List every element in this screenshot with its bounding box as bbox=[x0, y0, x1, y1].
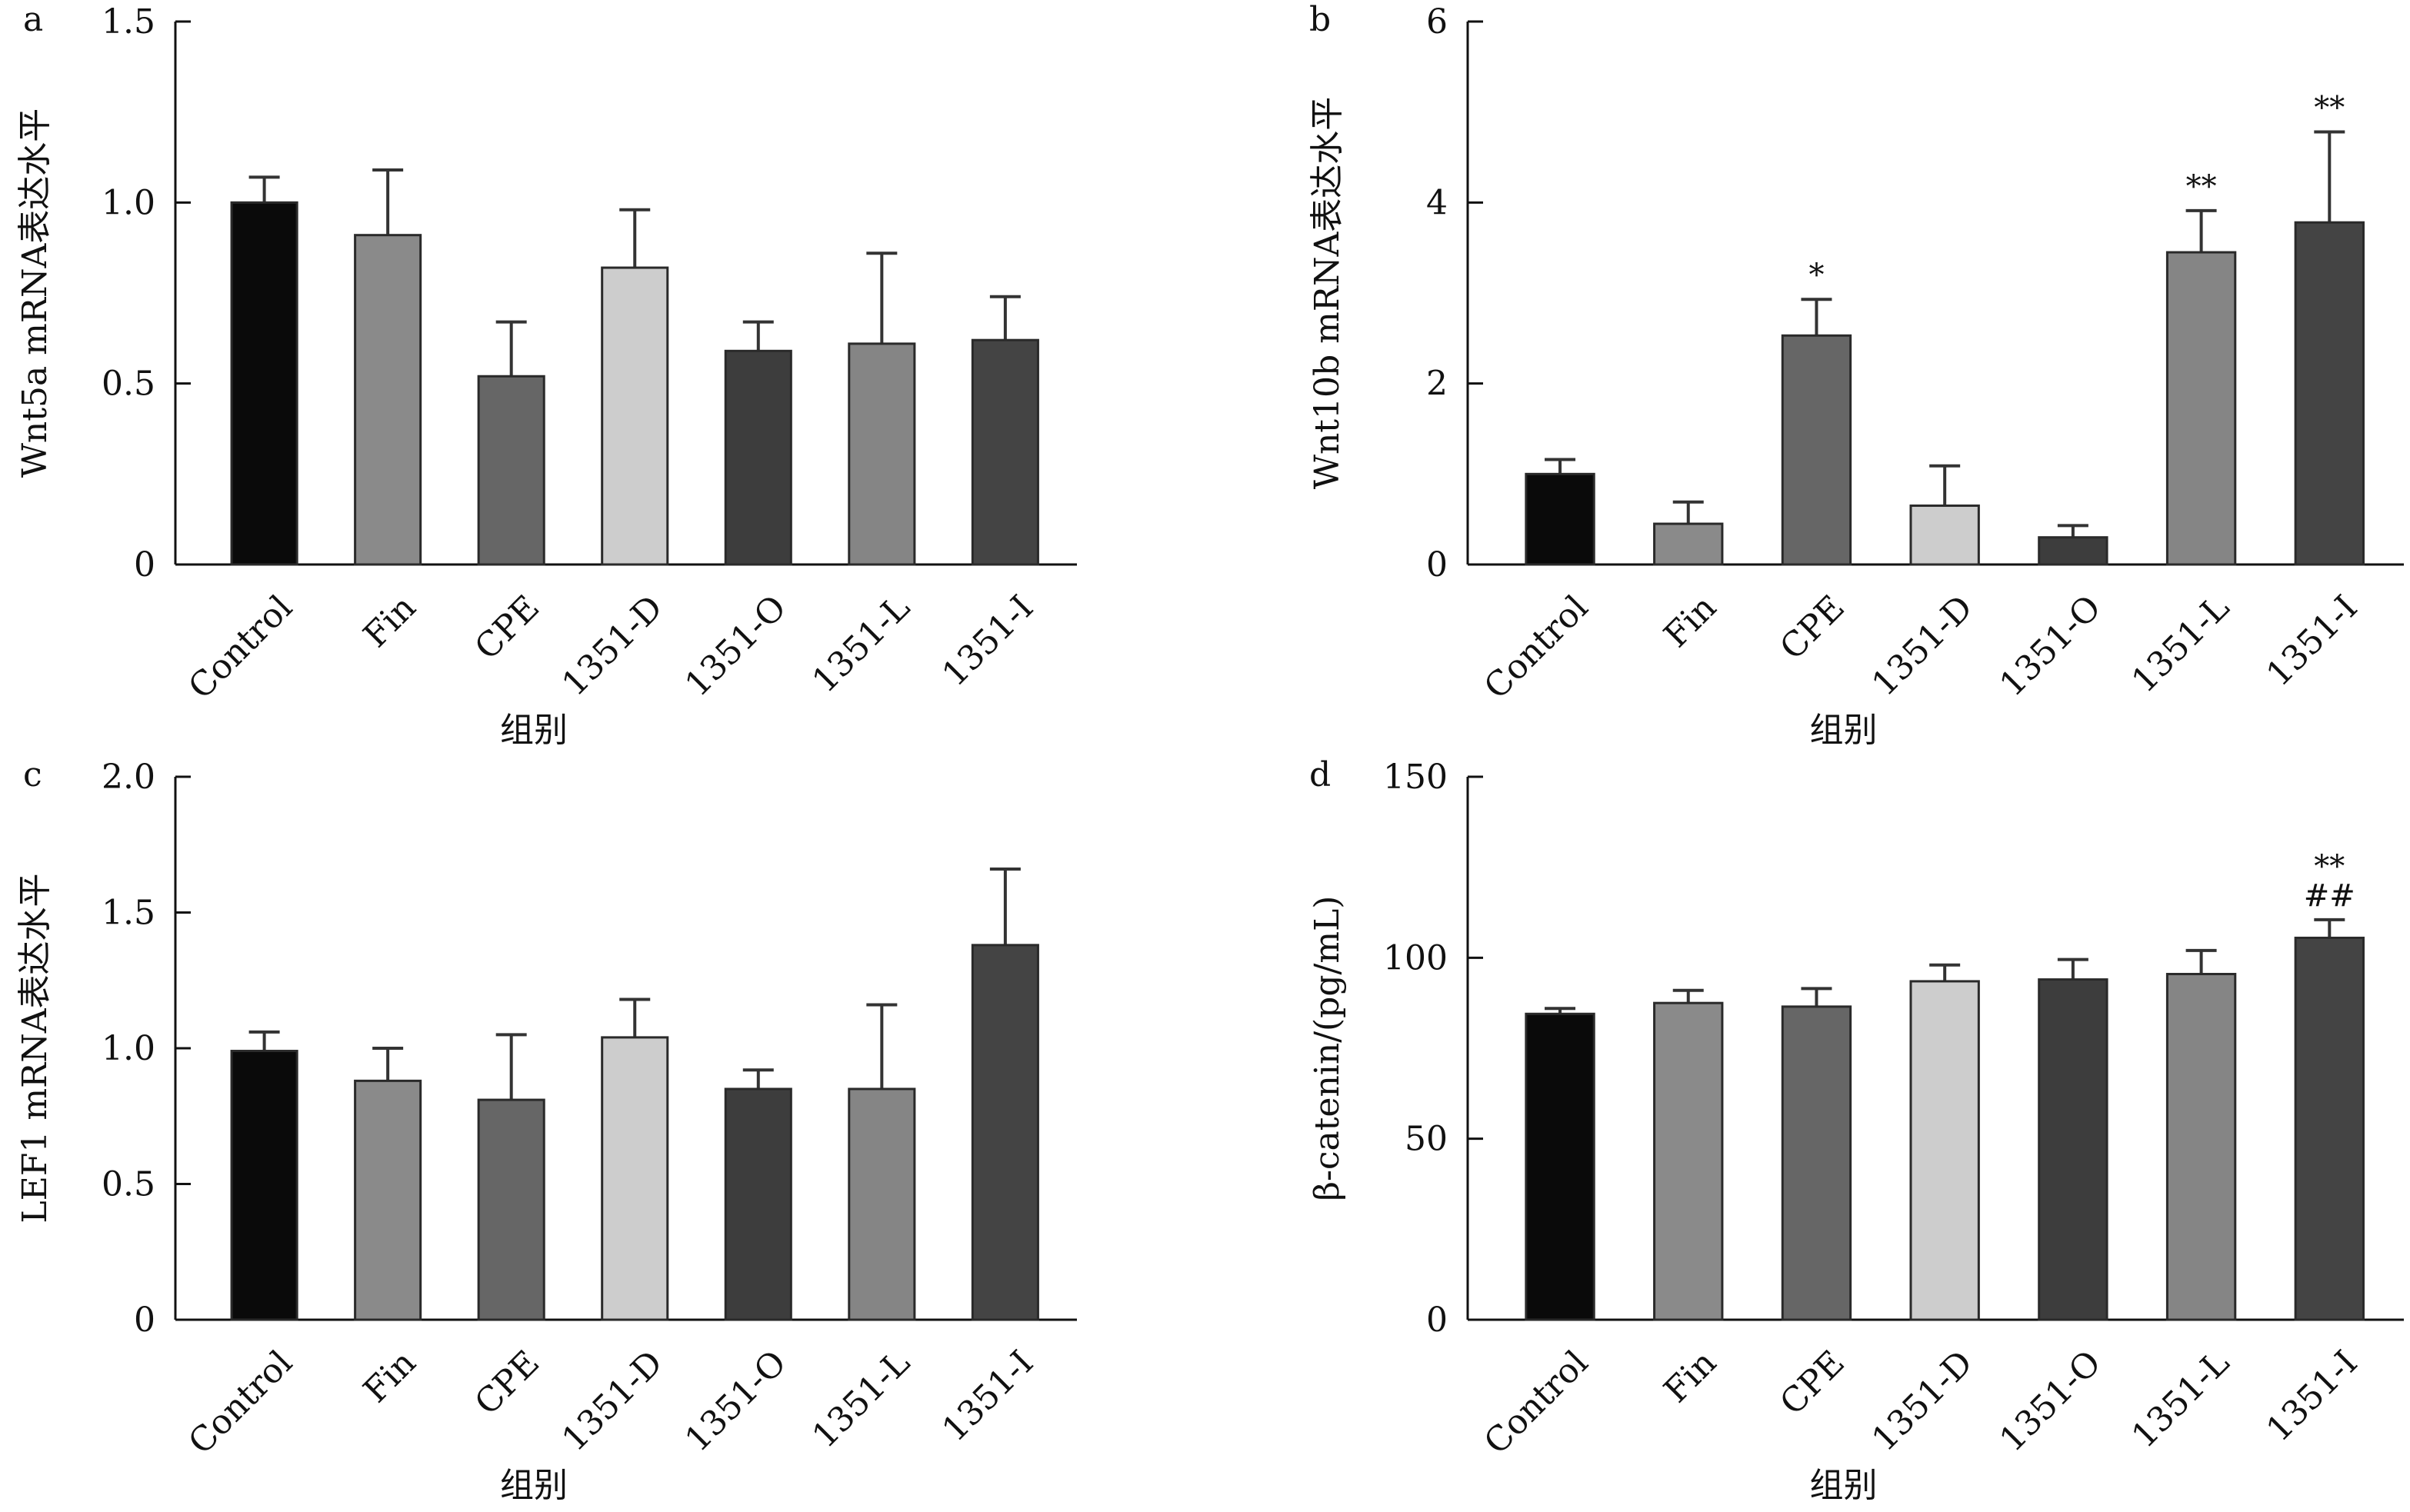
x-tick-label: 1351-D bbox=[1865, 588, 1981, 704]
x-tick-label: 1351-L bbox=[805, 588, 917, 700]
x-tick-label: Control bbox=[1477, 1343, 1596, 1462]
y-tick-label: 1.5 bbox=[102, 894, 155, 933]
bar bbox=[1653, 522, 1724, 566]
x-tick-label: Control bbox=[1477, 588, 1596, 707]
panel-letter: c bbox=[23, 755, 42, 794]
significance-label: ** bbox=[2314, 849, 2345, 884]
panel-letter: b bbox=[1309, 0, 1331, 39]
bar bbox=[724, 1087, 792, 1321]
significance-label: ** bbox=[2186, 169, 2217, 205]
x-tick-label: 1351-I bbox=[935, 588, 1041, 694]
bar bbox=[354, 1079, 422, 1321]
bar bbox=[477, 375, 545, 566]
significance-label: ** bbox=[2314, 91, 2345, 126]
bar bbox=[971, 944, 1039, 1321]
bar bbox=[848, 342, 916, 566]
x-tick-label: 1351-D bbox=[555, 588, 671, 704]
y-axis-title: LEF1 mRNA表达水平 bbox=[15, 874, 55, 1224]
x-axis-title: 组别 bbox=[500, 711, 568, 750]
x-tick-label: 1351-L bbox=[2125, 588, 2237, 700]
x-tick-label: 1351-O bbox=[1992, 588, 2108, 704]
bar bbox=[230, 1050, 298, 1321]
y-tick-label: 0 bbox=[134, 1301, 155, 1340]
bar bbox=[1525, 472, 1595, 566]
panel-letter: d bbox=[1309, 755, 1331, 794]
y-tick-label: 100 bbox=[1383, 938, 1448, 977]
bar bbox=[1909, 505, 1980, 566]
x-tick-label: CPE bbox=[468, 588, 548, 668]
x-tick-label: Control bbox=[181, 588, 300, 707]
bar bbox=[971, 338, 1039, 566]
x-tick-label: Control bbox=[181, 1343, 300, 1462]
x-tick-label: 1351-O bbox=[678, 588, 794, 704]
x-tick-label: 1351-O bbox=[1992, 1343, 2108, 1459]
x-tick-label: 1351-L bbox=[805, 1343, 917, 1455]
x-tick-label: 1351-D bbox=[1865, 1343, 1981, 1459]
bar bbox=[354, 234, 422, 566]
y-tick-label: 1.0 bbox=[102, 183, 155, 222]
panel-d: d 0 50 100 150 β-catenin/(pg/mL) Control Fin CPE… bbox=[1308, 755, 2404, 1505]
bar bbox=[1781, 1005, 1852, 1321]
y-axis-title: Wnt10b mRNA表达水平 bbox=[1308, 97, 1347, 490]
y-tick-label: 0 bbox=[134, 545, 155, 584]
bar bbox=[1909, 980, 1980, 1321]
x-tick-label: Fin bbox=[356, 1343, 424, 1410]
x-tick-label: CPE bbox=[1772, 1343, 1852, 1423]
bar bbox=[2165, 251, 2237, 566]
x-axis-title: 组别 bbox=[1810, 711, 1878, 750]
bar bbox=[2038, 978, 2108, 1321]
x-axis-title: 组别 bbox=[1810, 1466, 1878, 1505]
y-tick-label: 1.5 bbox=[102, 2, 155, 42]
y-tick-label: 0 bbox=[1426, 545, 1448, 584]
bar bbox=[1653, 1001, 1724, 1321]
bar bbox=[2294, 936, 2365, 1321]
bar bbox=[2165, 973, 2237, 1321]
y-axis-title: β-catenin/(pg/mL) bbox=[1308, 896, 1347, 1201]
x-tick-label: CPE bbox=[1772, 588, 1852, 668]
y-tick-label: 0.5 bbox=[102, 365, 155, 404]
bar bbox=[477, 1098, 545, 1321]
bar bbox=[848, 1087, 916, 1321]
bar bbox=[230, 201, 298, 566]
y-tick-label: 6 bbox=[1426, 2, 1448, 42]
x-tick-label: Fin bbox=[1657, 1343, 1725, 1410]
x-axis-title: 组别 bbox=[500, 1466, 568, 1505]
x-tick-label: 1351-I bbox=[2259, 588, 2365, 694]
y-tick-label: 1.0 bbox=[102, 1029, 155, 1068]
panel-b: b 0 2 4 6 Wnt10b mRNA表达水平 Control Fin * CPE 1351-D… bbox=[1308, 0, 2404, 750]
bar bbox=[2038, 536, 2108, 566]
significance-label: * bbox=[1808, 258, 1824, 293]
x-tick-label: Fin bbox=[356, 588, 424, 655]
y-tick-label: 4 bbox=[1426, 183, 1448, 222]
x-tick-label: Fin bbox=[1657, 588, 1725, 655]
y-tick-label: 0 bbox=[1426, 1301, 1448, 1340]
significance-label: ## bbox=[2304, 878, 2355, 914]
x-tick-label: 1351-L bbox=[2125, 1343, 2237, 1455]
panel-letter: a bbox=[23, 0, 43, 39]
bar bbox=[1525, 1012, 1595, 1321]
bar bbox=[724, 349, 792, 566]
bar bbox=[1781, 334, 1852, 566]
bar bbox=[601, 1036, 669, 1321]
y-tick-label: 50 bbox=[1405, 1120, 1448, 1159]
x-tick-label: 1351-I bbox=[2259, 1343, 2365, 1449]
y-tick-label: 2 bbox=[1426, 365, 1448, 404]
y-axis-title: Wnt5a mRNA表达水平 bbox=[15, 108, 55, 478]
x-tick-label: 1351-I bbox=[935, 1343, 1041, 1449]
bar bbox=[601, 266, 669, 566]
bar bbox=[2294, 221, 2365, 566]
y-tick-label: 2.0 bbox=[102, 758, 155, 797]
panel-c: c 0 0.5 1.0 1.5 2.0 LEF1 mRNA表达水平 Control Fin CPE… bbox=[15, 755, 1077, 1505]
x-tick-label: 1351-D bbox=[555, 1343, 671, 1459]
y-tick-label: 0.5 bbox=[102, 1165, 155, 1204]
x-tick-label: 1351-O bbox=[678, 1343, 794, 1459]
x-tick-label: CPE bbox=[468, 1343, 548, 1423]
y-tick-label: 150 bbox=[1383, 758, 1448, 797]
